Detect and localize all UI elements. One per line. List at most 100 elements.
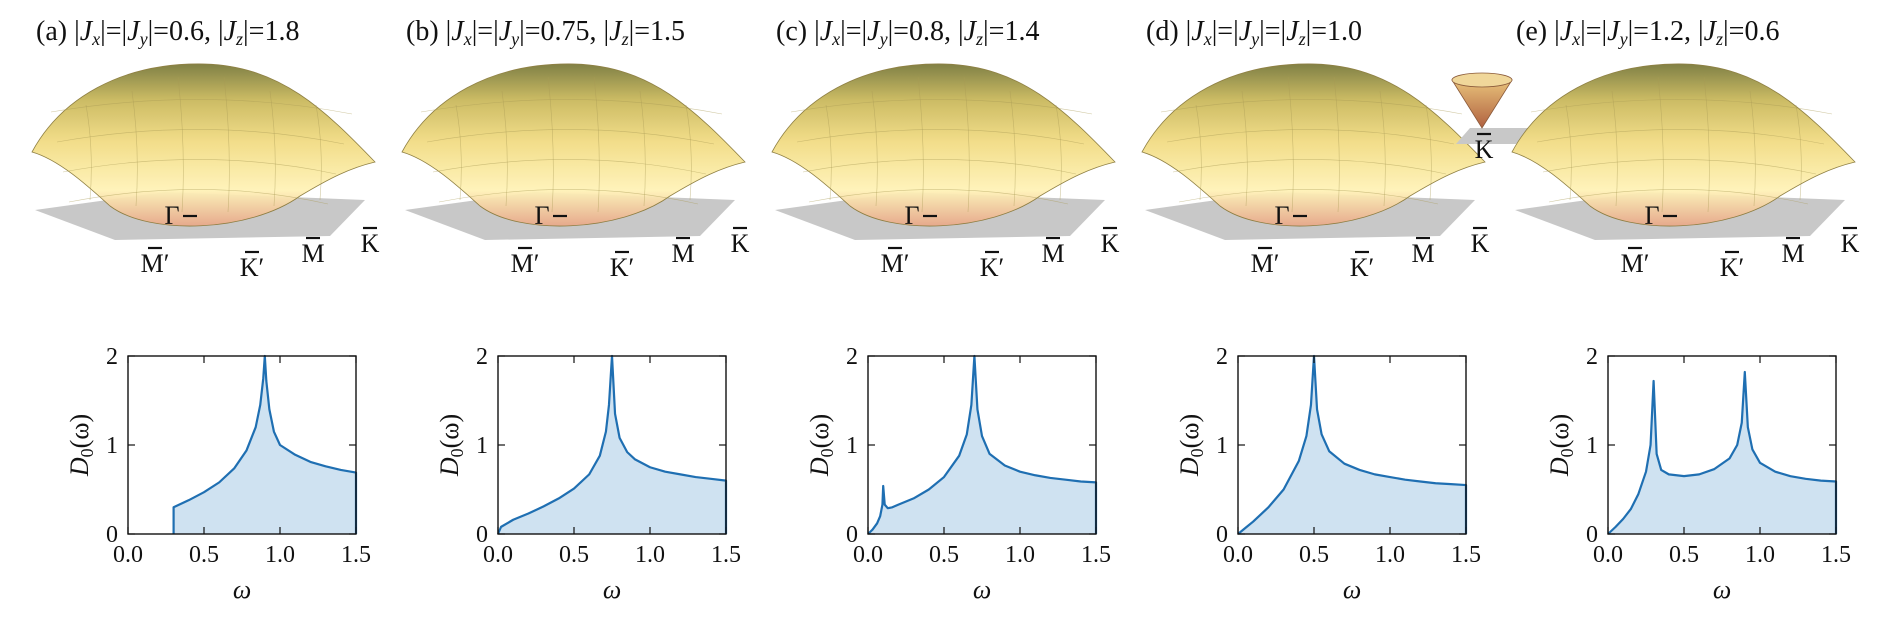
x-axis-label: ω (233, 575, 251, 604)
mesh-line (1241, 90, 1248, 207)
bz-label: Γ (904, 201, 919, 230)
mesh-line (1703, 76, 1710, 213)
y-tick-label: 0 (1586, 522, 1598, 548)
panel-d: (d) |Jx|=|Jy|=|Jz|=1.0 Γ M′ K′ M K K 0.0 0.5 1.0 1… (1141, 16, 1530, 604)
x-axis-label: ω (973, 575, 991, 604)
x-tick-label: 1.0 (1005, 542, 1035, 568)
x-tick-label: 1.5 (1451, 542, 1481, 568)
panel-title: (a) |Jx|=|Jy|=0.6, |Jz|=1.8 (36, 16, 299, 49)
y-axis-label: D0(ω) (1175, 414, 1207, 477)
x-tick-label: 0.5 (189, 542, 219, 568)
bz-label: K (731, 229, 750, 258)
panel-title: (e) |Jx|=|Jy|=1.2, |Jz|=0.6 (1516, 16, 1779, 49)
mesh-line (62, 159, 337, 175)
mesh-line (1611, 90, 1618, 207)
panel-c: (c) |Jx|=|Jy|=0.8, |Jz|=1.4 Γ M′ K′ M K 0.0 0.5… (771, 16, 1120, 604)
bz-label: M′ (1251, 249, 1280, 278)
cone-top (1451, 72, 1513, 88)
mesh-line (1172, 159, 1447, 175)
mesh-line (1195, 104, 1202, 201)
inset-label: K (1475, 135, 1494, 164)
mesh-line (131, 90, 138, 207)
dos-area (173, 356, 356, 534)
bz-label: Γ (534, 201, 549, 230)
y-tick-label: 1 (1216, 433, 1228, 459)
bz-label: M′ (1621, 249, 1650, 278)
mesh-line (50, 99, 353, 115)
mesh-line (1542, 159, 1817, 175)
mesh-line (1166, 129, 1455, 145)
x-tick-label: 0.5 (1299, 542, 1329, 568)
mesh-line (917, 76, 924, 213)
x-tick-label: 0.5 (559, 542, 589, 568)
dos-curve (1607, 370, 1838, 535)
mesh-line (1657, 76, 1664, 213)
mesh-line (501, 90, 508, 207)
mesh-line (223, 76, 230, 213)
mesh-line (1425, 104, 1432, 201)
dos-area (1608, 372, 1836, 534)
mesh-line (639, 90, 646, 207)
bz-label: K′ (240, 253, 264, 282)
y-axis-label: D0(ω) (65, 414, 97, 477)
x-tick-label: 1.5 (1821, 542, 1851, 568)
mesh-line (963, 76, 970, 213)
mesh-line (315, 104, 322, 201)
dos-plot: 0.0 0.5 1.0 1.5 0 1 2 ω D0(ω) (435, 344, 741, 604)
bz-label: M (1781, 239, 1804, 268)
bz-label: M (1411, 239, 1434, 268)
y-tick-label: 1 (846, 433, 858, 459)
x-tick-label: 1.0 (635, 542, 665, 568)
mesh-line (426, 129, 715, 145)
mesh-line (796, 129, 1085, 145)
mesh-line (1379, 90, 1386, 207)
x-tick-label: 1.0 (1375, 542, 1405, 568)
x-tick-label: 1.0 (265, 542, 295, 568)
dos-curve (1237, 354, 1468, 535)
band-surface-3d: Γ M′ K′ M K K (1141, 63, 1530, 282)
bz-label: K′ (1350, 253, 1374, 282)
bz-label: K (1101, 229, 1120, 258)
mesh-line (1795, 104, 1802, 201)
y-tick-label: 2 (1586, 344, 1598, 370)
y-tick-label: 2 (846, 344, 858, 370)
bz-label: Γ (1644, 201, 1659, 230)
mesh-line (1536, 129, 1825, 145)
mesh-line (177, 76, 184, 213)
x-axis-label: ω (603, 575, 621, 604)
dos-plot: 0.0 0.5 1.0 1.5 0 1 2 ω D0(ω) (1175, 344, 1481, 604)
mesh-line (685, 104, 692, 201)
x-tick-label: 0.0 (113, 542, 143, 568)
mesh-line (808, 189, 1069, 205)
x-tick-label: 0.5 (929, 542, 959, 568)
mesh-line (790, 99, 1093, 115)
panel-a: (a) |Jx|=|Jy|=0.6, |Jz|=1.8 Γ M′ K′ M K 0.0 0.5… (31, 16, 380, 604)
bz-label: K′ (980, 253, 1004, 282)
y-tick-label: 2 (476, 344, 488, 370)
mesh-line (1548, 189, 1809, 205)
band-surface-3d: Γ M′ K′ M K (1511, 63, 1860, 282)
dos-area (868, 356, 1096, 534)
band-surface-3d: Γ M′ K′ M K (771, 63, 1120, 282)
mesh-line (1055, 104, 1062, 201)
y-tick-label: 2 (106, 344, 118, 370)
mesh-line (825, 104, 832, 201)
inset-plane (1456, 128, 1530, 144)
x-tick-label: 0.5 (1669, 542, 1699, 568)
y-tick-label: 0 (476, 522, 488, 548)
bz-label: K′ (1720, 253, 1744, 282)
mesh-line (1530, 99, 1833, 115)
bz-label: M (1041, 239, 1064, 268)
mesh-line (1178, 189, 1439, 205)
y-tick-label: 0 (846, 522, 858, 548)
panel-b: (b) |Jx|=|Jy|=0.75, |Jz|=1.5ΓM′ K′ M K0.0 0.… (401, 16, 750, 604)
x-tick-label: 1.5 (1081, 542, 1111, 568)
mesh-line (802, 159, 1077, 175)
x-tick-label: 0.0 (1223, 542, 1253, 568)
mesh-line (269, 90, 276, 207)
mesh-line (547, 76, 554, 213)
mesh-line (1749, 90, 1756, 207)
mesh-line (68, 189, 329, 205)
bz-label: K′ (610, 253, 634, 282)
x-tick-label: 1.5 (711, 542, 741, 568)
